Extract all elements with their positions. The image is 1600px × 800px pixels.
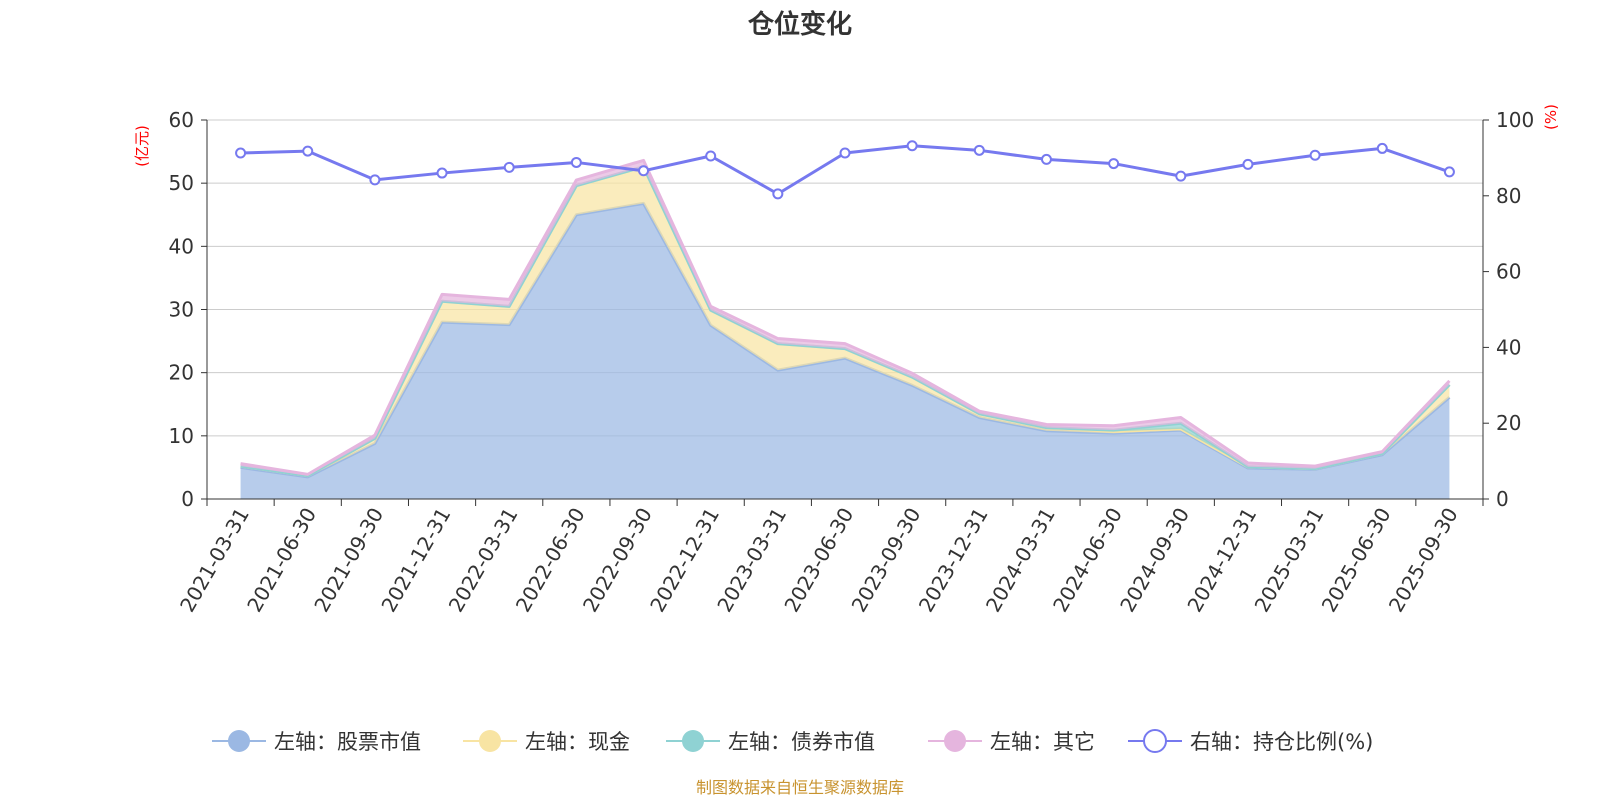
right-tick-label: 100 — [1496, 108, 1534, 132]
x-tick-label: 2024-09-30 — [1115, 504, 1194, 617]
x-tick-label: 2023-09-30 — [847, 504, 926, 617]
right-tick-label: 80 — [1496, 184, 1521, 208]
legend-item-1: 左轴：现金 — [463, 730, 630, 754]
ratio-point — [1040, 153, 1052, 165]
area-band-0 — [240, 203, 1450, 499]
x-tick-label: 2022-06-30 — [511, 504, 590, 617]
x-tick-label: 2023-06-30 — [779, 504, 858, 617]
right-tick-label: 0 — [1496, 487, 1509, 511]
x-tick-label: 2021-12-31 — [376, 504, 455, 617]
legend-item-0: 左轴：股票市值 — [212, 730, 421, 754]
legend-item-2: 左轴：债券市值 — [666, 730, 875, 754]
legend-label: 左轴：债券市值 — [728, 730, 875, 754]
left-tick-label: 0 — [181, 487, 194, 511]
x-tick-label: 2022-03-31 — [444, 504, 523, 617]
left-tick-label: 10 — [169, 424, 194, 448]
ratio-point — [772, 188, 784, 200]
ratio-point — [1376, 142, 1388, 154]
ratio-point — [570, 156, 582, 168]
left-axis-unit: (亿元) — [133, 125, 151, 167]
ratio-point — [906, 140, 918, 152]
ratio-point — [839, 147, 851, 159]
ratio-point — [369, 174, 381, 186]
x-tick-label: 2024-06-30 — [1048, 504, 1127, 617]
legend-item-4: 右轴：持仓比例(%) — [1128, 729, 1373, 754]
left-tick-label: 50 — [169, 171, 194, 195]
ratio-point — [1309, 149, 1321, 161]
ratio-point — [1242, 158, 1254, 170]
ratio-point — [705, 150, 717, 162]
ratio-point — [1443, 166, 1455, 178]
x-tick-label: 2021-03-31 — [175, 504, 254, 617]
x-tick-label: 2021-09-30 — [309, 504, 388, 617]
legend-label: 右轴：持仓比例(%) — [1190, 730, 1373, 754]
legend-marker — [228, 730, 250, 752]
legend-marker — [944, 730, 966, 752]
ratio-line-layer — [235, 140, 1455, 200]
legend-label: 左轴：其它 — [990, 730, 1095, 754]
chart-title: 仓位变化 — [747, 9, 852, 40]
x-tick-label: 2022-09-30 — [578, 504, 657, 617]
x-tick-label: 2025-03-31 — [1250, 504, 1329, 617]
left-tick-label: 30 — [169, 298, 194, 322]
x-tick-label: 2024-03-31 — [981, 504, 1060, 617]
x-tick-label: 2022-12-31 — [645, 504, 724, 617]
x-tick-label: 2024-12-31 — [1182, 504, 1261, 617]
right-axis-unit: (%) — [1542, 104, 1560, 130]
ratio-point — [973, 144, 985, 156]
ratio-point — [638, 165, 650, 177]
x-tick-label: 2023-03-31 — [712, 504, 791, 617]
ratio-point — [1175, 170, 1187, 182]
ratio-point — [302, 145, 314, 157]
ratio-point — [436, 167, 448, 179]
legend-label: 左轴：现金 — [525, 730, 630, 754]
legend-item-3: 左轴：其它 — [928, 730, 1095, 754]
legend: 左轴：股票市值 左轴：现金 左轴：债券市值 左轴：其它 右轴：持仓比例(%) — [212, 729, 1373, 754]
x-tick-label: 2023-12-31 — [914, 504, 993, 617]
x-tick-label: 2021-06-30 — [242, 504, 321, 617]
area-edge-3 — [240, 158, 1451, 476]
stacked-areas — [240, 158, 1451, 499]
legend-marker — [479, 730, 501, 752]
source-note: 制图数据来自恒生聚源数据库 — [696, 778, 904, 797]
right-tick-label: 20 — [1496, 411, 1521, 435]
legend-marker — [682, 730, 704, 752]
ratio-point — [235, 147, 247, 159]
x-tick-label: 2025-06-30 — [1317, 504, 1396, 617]
left-tick-label: 40 — [169, 234, 194, 258]
x-tick-label: 2025-09-30 — [1384, 504, 1463, 617]
ratio-point — [1108, 158, 1120, 170]
legend-marker — [1143, 729, 1167, 753]
right-tick-label: 40 — [1496, 335, 1521, 359]
left-tick-label: 60 — [169, 108, 194, 132]
left-tick-label: 20 — [169, 361, 194, 385]
right-tick-label: 60 — [1496, 260, 1521, 284]
ratio-point — [503, 161, 515, 173]
legend-label: 左轴：股票市值 — [274, 730, 421, 754]
